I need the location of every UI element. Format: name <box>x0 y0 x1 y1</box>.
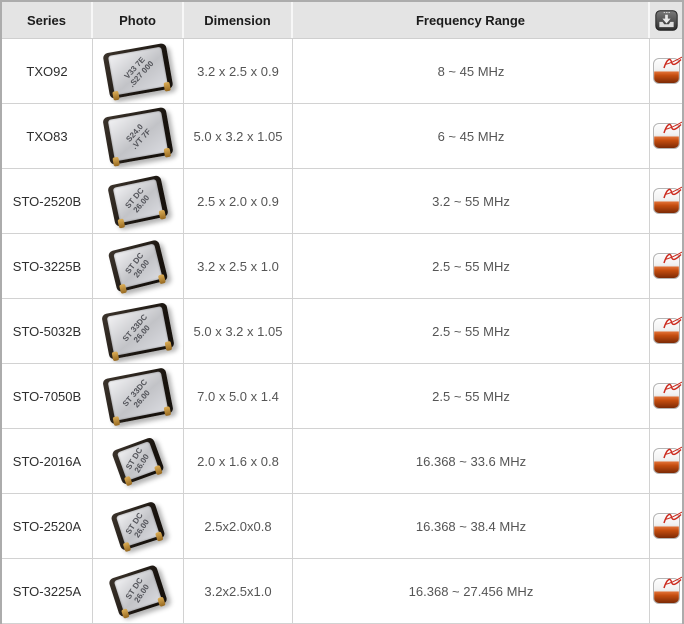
table-row: TXO83 S24.0 .VT 7F 5.0 x 3.2 x 1.05 6 ~ 4… <box>2 104 682 169</box>
oscillator-chip-photo: ST DC 26.00 <box>110 500 166 552</box>
table-row: STO-3225B ST DC 26.00 3.2 x 2.5 x 1.0 2.5… <box>2 234 682 299</box>
series-cell: STO-7050B <box>2 364 93 428</box>
photo-cell: ST DC 26.00 <box>93 429 184 493</box>
frequency-cell: 3.2 ~ 55 MHz <box>293 169 650 233</box>
dimension-cell: 2.5 x 2.0 x 0.9 <box>184 169 293 233</box>
dimension-cell: 5.0 x 3.2 x 1.05 <box>184 104 293 168</box>
table-row: STO-5032B ST 33DC 26.00 5.0 x 3.2 x 1.05 … <box>2 299 682 364</box>
pdf-download-icon[interactable] <box>652 56 682 84</box>
table-header-row: Series Photo Dimension Frequency Range <box>2 2 682 39</box>
pdf-download-icon[interactable] <box>652 511 682 539</box>
series-cell: TXO92 <box>2 39 93 103</box>
column-header-photo: Photo <box>93 2 184 38</box>
dimension-cell: 5.0 x 3.2 x 1.05 <box>184 299 293 363</box>
pdf-cell <box>650 104 682 168</box>
frequency-cell: 6 ~ 45 MHz <box>293 104 650 168</box>
pdf-cell <box>650 39 682 103</box>
frequency-cell: 8 ~ 45 MHz <box>293 39 650 103</box>
dimension-cell: 7.0 x 5.0 x 1.4 <box>184 364 293 428</box>
dimension-cell: 3.2 x 2.5 x 1.0 <box>184 234 293 298</box>
table-row: STO-3225A ST DC 26.00 3.2x2.5x1.0 16.368 … <box>2 559 682 624</box>
series-cell: TXO83 <box>2 104 93 168</box>
table-row: TXO92 V33 7E .S27 000 3.2 x 2.5 x 0.9 8 ~… <box>2 39 682 104</box>
column-header-download <box>650 2 682 38</box>
oscillator-chip-photo: ST DC 26.00 <box>107 174 169 228</box>
column-header-frequency-range: Frequency Range <box>293 2 650 38</box>
photo-cell: ST DC 26.00 <box>93 234 184 298</box>
series-cell: STO-3225B <box>2 234 93 298</box>
pdf-cell <box>650 364 682 428</box>
oscillator-chip-photo: ST 33DC 26.00 <box>101 302 175 360</box>
pdf-cell <box>650 299 682 363</box>
dimension-cell: 2.5x2.0x0.8 <box>184 494 293 558</box>
photo-cell: ST DC 26.00 <box>93 559 184 623</box>
pdf-download-icon[interactable] <box>652 251 682 279</box>
pdf-cell <box>650 559 682 623</box>
pdf-cell <box>650 234 682 298</box>
pdf-download-icon[interactable] <box>652 446 682 474</box>
oscillator-chip-photo: ST DC 26.00 <box>111 436 165 486</box>
dimension-cell: 2.0 x 1.6 x 0.8 <box>184 429 293 493</box>
oscillator-chip-photo: V33 7E .S27 000 <box>102 42 174 100</box>
pdf-download-icon[interactable] <box>652 186 682 214</box>
download-tray-icon <box>654 9 678 31</box>
column-header-series: Series <box>2 2 93 38</box>
table-row: STO-7050B ST 33DC 26.00 7.0 x 5.0 x 1.4 2… <box>2 364 682 429</box>
pdf-download-icon[interactable] <box>652 121 682 149</box>
pdf-cell <box>650 169 682 233</box>
series-cell: STO-2016A <box>2 429 93 493</box>
pdf-download-icon[interactable] <box>652 381 682 409</box>
photo-cell: ST 33DC 26.00 <box>93 364 184 428</box>
dimension-cell: 3.2x2.5x1.0 <box>184 559 293 623</box>
oscillator-chip-photo: S24.0 .VT 7F <box>102 106 174 166</box>
frequency-cell: 2.5 ~ 55 MHz <box>293 234 650 298</box>
pdf-cell <box>650 494 682 558</box>
dimension-cell: 3.2 x 2.5 x 0.9 <box>184 39 293 103</box>
photo-cell: V33 7E .S27 000 <box>93 39 184 103</box>
photo-cell: S24.0 .VT 7F <box>93 104 184 168</box>
column-header-dimension: Dimension <box>184 2 293 38</box>
table-row: STO-2016A ST DC 26.00 2.0 x 1.6 x 0.8 16.… <box>2 429 682 494</box>
series-cell: STO-3225A <box>2 559 93 623</box>
frequency-cell: 16.368 ~ 33.6 MHz <box>293 429 650 493</box>
oscillator-chip-photo: ST 33DC 26.00 <box>102 367 174 425</box>
series-cell: STO-2520A <box>2 494 93 558</box>
pdf-cell <box>650 429 682 493</box>
pdf-download-icon[interactable] <box>652 576 682 604</box>
pdf-download-icon[interactable] <box>652 316 682 344</box>
frequency-cell: 16.368 ~ 27.456 MHz <box>293 559 650 623</box>
series-cell: STO-2520B <box>2 169 93 233</box>
table-row: STO-2520A ST DC 26.00 2.5x2.0x0.8 16.368 … <box>2 494 682 559</box>
series-cell: STO-5032B <box>2 299 93 363</box>
oscillator-chip-photo: ST DC 26.00 <box>108 564 168 618</box>
table-row: STO-2520B ST DC 26.00 2.5 x 2.0 x 0.9 3.2… <box>2 169 682 234</box>
photo-cell: ST DC 26.00 <box>93 494 184 558</box>
oscillator-chip-photo: ST DC 26.00 <box>107 239 169 293</box>
frequency-cell: 2.5 ~ 55 MHz <box>293 364 650 428</box>
frequency-cell: 2.5 ~ 55 MHz <box>293 299 650 363</box>
frequency-cell: 16.368 ~ 38.4 MHz <box>293 494 650 558</box>
photo-cell: ST 33DC 26.00 <box>93 299 184 363</box>
photo-cell: ST DC 26.00 <box>93 169 184 233</box>
